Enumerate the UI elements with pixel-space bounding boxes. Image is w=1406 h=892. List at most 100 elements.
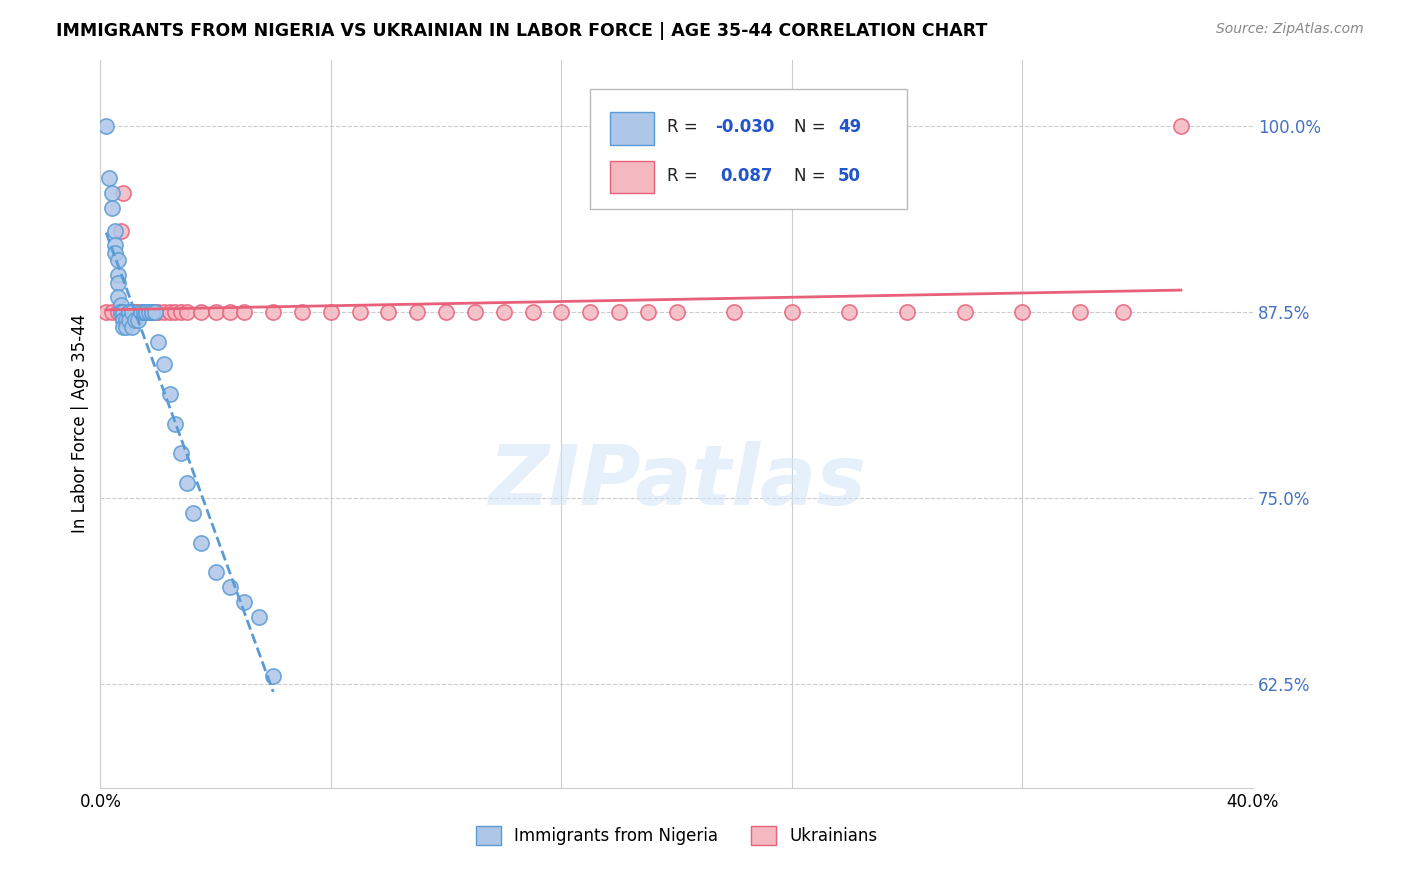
- Text: 50: 50: [838, 167, 860, 185]
- Point: [121, 305, 143, 319]
- Point: [492, 305, 515, 319]
- Point: [204, 305, 226, 319]
- Point: [129, 305, 152, 319]
- Point: [135, 305, 157, 319]
- Point: [176, 305, 198, 319]
- Point: [190, 535, 212, 549]
- Point: [377, 305, 399, 319]
- Point: [219, 305, 242, 319]
- Point: [838, 305, 860, 319]
- Bar: [610, 161, 654, 193]
- Point: [896, 305, 918, 319]
- Point: [135, 305, 157, 319]
- Point: [101, 186, 124, 201]
- Text: R =: R =: [668, 167, 709, 185]
- Point: [107, 305, 129, 319]
- Point: [159, 387, 181, 401]
- Point: [219, 580, 242, 594]
- FancyBboxPatch shape: [591, 88, 907, 209]
- Point: [579, 305, 602, 319]
- Point: [349, 305, 371, 319]
- Point: [132, 305, 155, 319]
- Point: [1170, 120, 1192, 134]
- Legend: Immigrants from Nigeria, Ukrainians: Immigrants from Nigeria, Ukrainians: [475, 826, 877, 845]
- Point: [110, 305, 132, 319]
- Point: [112, 312, 135, 326]
- Point: [262, 305, 284, 319]
- Point: [181, 506, 204, 520]
- Point: [98, 171, 121, 186]
- Y-axis label: In Labor Force | Age 35-44: In Labor Force | Age 35-44: [72, 314, 89, 533]
- Point: [107, 276, 129, 290]
- Point: [112, 186, 135, 201]
- Point: [146, 334, 169, 349]
- Point: [434, 305, 457, 319]
- Bar: [610, 112, 654, 145]
- Point: [101, 201, 124, 215]
- Point: [135, 305, 157, 319]
- Text: N =: N =: [794, 167, 831, 185]
- Point: [110, 223, 132, 237]
- Point: [190, 305, 212, 319]
- Point: [637, 305, 659, 319]
- Point: [204, 566, 226, 580]
- Point: [132, 305, 155, 319]
- Text: 0.087: 0.087: [720, 167, 773, 185]
- Point: [247, 610, 270, 624]
- Point: [124, 312, 146, 326]
- Point: [112, 312, 135, 326]
- Point: [550, 305, 572, 319]
- Point: [146, 305, 169, 319]
- Point: [152, 357, 174, 371]
- Point: [1011, 305, 1033, 319]
- Point: [262, 669, 284, 683]
- Point: [118, 305, 141, 319]
- Point: [464, 305, 486, 319]
- Point: [118, 312, 141, 326]
- Point: [124, 305, 146, 319]
- Point: [127, 312, 149, 326]
- Point: [118, 305, 141, 319]
- Text: Source: ZipAtlas.com: Source: ZipAtlas.com: [1216, 22, 1364, 37]
- Point: [1069, 305, 1091, 319]
- Point: [110, 305, 132, 319]
- Point: [107, 268, 129, 282]
- Point: [107, 253, 129, 268]
- Point: [406, 305, 429, 319]
- Point: [121, 320, 143, 334]
- Text: -0.030: -0.030: [714, 118, 773, 136]
- Point: [94, 305, 117, 319]
- Point: [115, 312, 138, 326]
- Point: [233, 595, 256, 609]
- Point: [107, 290, 129, 304]
- Point: [129, 305, 152, 319]
- Point: [141, 305, 163, 319]
- Point: [138, 305, 160, 319]
- Point: [522, 305, 544, 319]
- Point: [121, 305, 143, 319]
- Point: [607, 305, 630, 319]
- Point: [104, 238, 127, 252]
- Point: [723, 305, 745, 319]
- Point: [118, 305, 141, 319]
- Point: [143, 305, 166, 319]
- Text: ZIPatlas: ZIPatlas: [488, 442, 866, 523]
- Point: [170, 446, 193, 460]
- Point: [141, 305, 163, 319]
- Point: [94, 120, 117, 134]
- Point: [110, 305, 132, 319]
- Text: IMMIGRANTS FROM NIGERIA VS UKRAINIAN IN LABOR FORCE | AGE 35-44 CORRELATION CHAR: IMMIGRANTS FROM NIGERIA VS UKRAINIAN IN …: [56, 22, 987, 40]
- Point: [291, 305, 314, 319]
- Point: [138, 305, 160, 319]
- Point: [112, 320, 135, 334]
- Point: [176, 476, 198, 491]
- Point: [233, 305, 256, 319]
- Point: [110, 298, 132, 312]
- Point: [953, 305, 976, 319]
- Point: [165, 305, 187, 319]
- Point: [115, 305, 138, 319]
- Point: [159, 305, 181, 319]
- Point: [143, 305, 166, 319]
- Point: [165, 417, 187, 431]
- Point: [104, 245, 127, 260]
